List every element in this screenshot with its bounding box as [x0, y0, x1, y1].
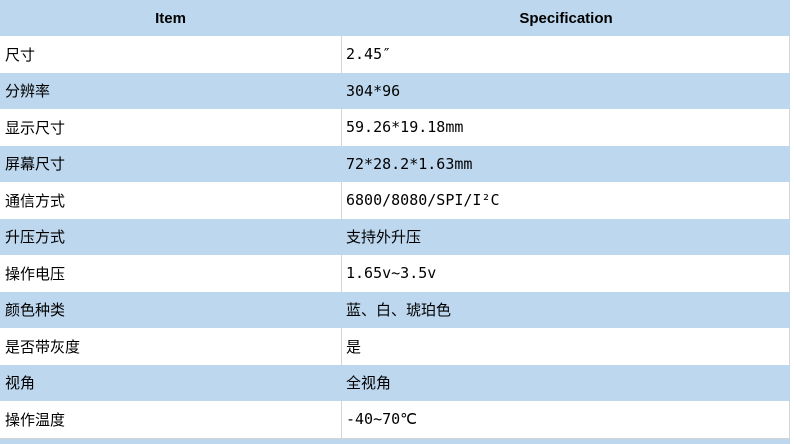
table-row: 通信方式 6800/8080/SPI/I²C [0, 182, 790, 219]
spec-cell: 6800/8080/SPI/I²C [341, 182, 789, 219]
table-row: 显示尺寸 59.26*19.18mm [0, 109, 790, 146]
item-cell: 颜色种类 [5, 301, 66, 320]
spec-cell: 59.26*19.18mm [341, 109, 789, 146]
item-cell: 显示尺寸 [5, 118, 66, 137]
item-cell: 通信方式 [5, 191, 66, 210]
item-cell: 视角 [5, 374, 36, 393]
table-row: 视角 全视角 [0, 364, 790, 401]
item-cell: 操作电压 [5, 264, 66, 283]
spec-cell: 72*28.2*1.63mm [346, 154, 473, 173]
table-row: 操作温度 -40~70℃ [0, 401, 790, 438]
spec-cell: 支持外升压 [346, 228, 422, 247]
table-row: 升压方式 支持外升压 [0, 218, 790, 255]
partial-next-row [0, 437, 790, 444]
item-cell: 操作温度 [5, 410, 66, 429]
item-cell: 是否带灰度 [5, 337, 81, 356]
table-body: 尺寸 2.45″ 分辨率 304*96 显示尺寸 59.26*19.18mm 屏… [0, 36, 791, 438]
item-cell: 屏幕尺寸 [5, 155, 66, 174]
table-row: 操作电压 1.65v~3.5v [0, 255, 790, 292]
spec-cell: 304*96 [346, 81, 401, 100]
spec-cell: 2.45″ [341, 36, 789, 73]
spec-cell: 蓝、白、琥珀色 [346, 301, 452, 320]
table-row: 颜色种类 蓝、白、琥珀色 [0, 291, 790, 328]
spec-cell: 是 [341, 328, 789, 365]
spec-cell: 全视角 [346, 374, 392, 393]
spec-cell: 1.65v~3.5v [341, 255, 789, 292]
table-header-row: Item Specification [0, 0, 790, 36]
item-cell: 升压方式 [5, 228, 66, 247]
table-row: 是否带灰度 是 [0, 328, 790, 365]
item-cell: 尺寸 [5, 45, 36, 64]
table-row: 分辨率 304*96 [0, 72, 790, 109]
header-item-cell: Item [155, 9, 186, 27]
header-spec-cell: Specification [519, 9, 613, 27]
table-row: 屏幕尺寸 72*28.2*1.63mm [0, 145, 790, 182]
item-cell: 分辨率 [5, 82, 51, 101]
spec-cell: -40~70℃ [341, 401, 789, 438]
table-row: 尺寸 2.45″ [0, 36, 790, 73]
